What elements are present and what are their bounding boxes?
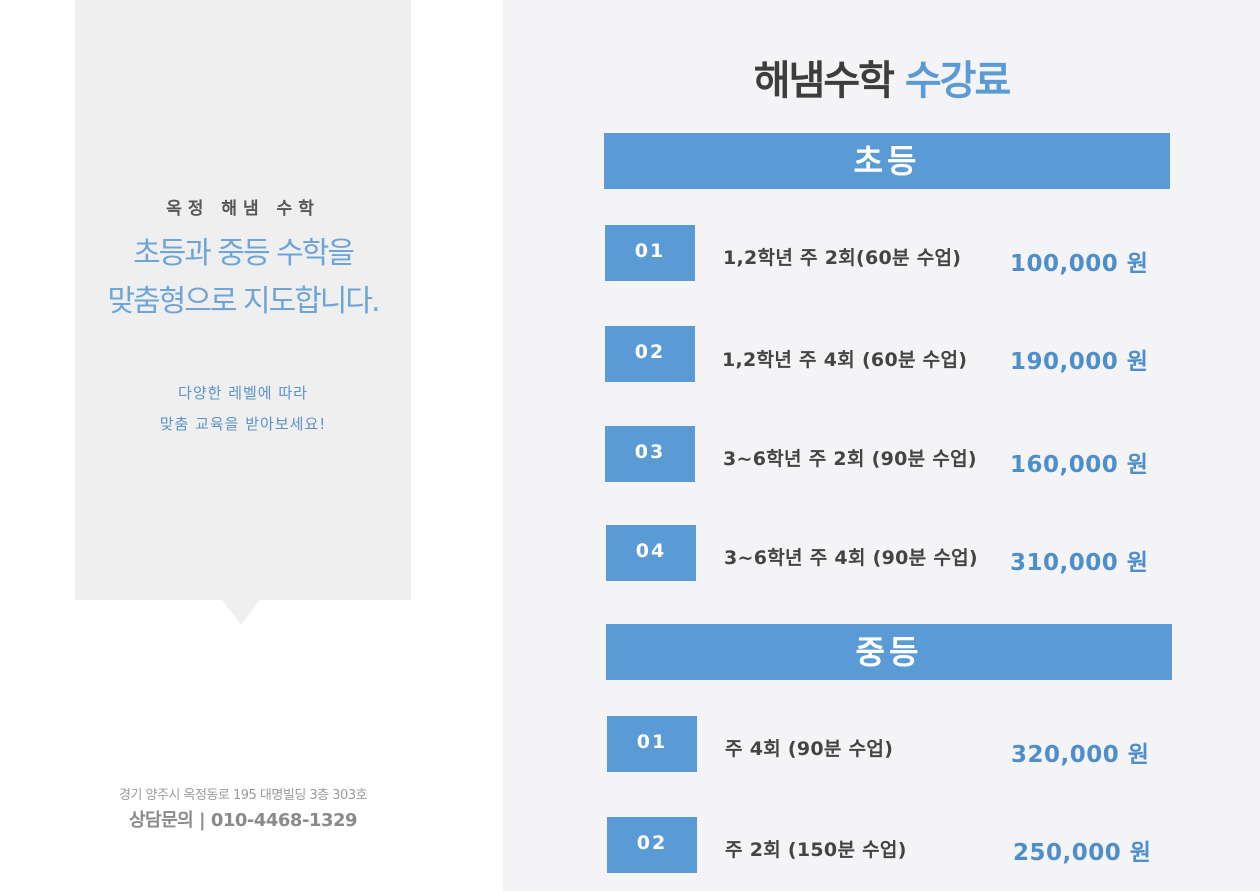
intro-card xyxy=(75,0,411,600)
elementary-item-2-desc: 1,2학년 주 4회 (60분 수업) xyxy=(722,349,968,371)
elementary-item-3-number: 03 xyxy=(605,426,695,482)
middle-item-1-number: 01 xyxy=(607,716,697,772)
title-brand: 해냄수학 xyxy=(753,58,895,104)
middle-item-1-desc: 주 4회 (90분 수업) xyxy=(725,738,894,760)
middle-item-2-number: 02 xyxy=(607,817,697,873)
academy-name: 옥정 해냄 수학 xyxy=(166,199,320,219)
headline: 초등과 중등 수학을 맞춤형으로 지도합니다. xyxy=(75,230,411,326)
elementary-item-4-desc: 3~6학년 주 4회 (90분 수업) xyxy=(724,547,978,569)
address: 경기 양주시 옥정동로 195 대명빌딩 3층 303호 xyxy=(118,788,368,803)
title-tuition: 수강료 xyxy=(904,58,1011,104)
elementary-item-3-desc: 3~6학년 주 2회 (90분 수업) xyxy=(723,448,977,470)
subtext: 다양한 레벨에 따라 맞춤 교육을 받아보세요! xyxy=(75,378,411,440)
elementary-item-2-number: 02 xyxy=(605,326,695,382)
middle-item-2-desc: 주 2회 (150분 수업) xyxy=(725,839,907,861)
subtext-line-2: 맞춤 교육을 받아보세요! xyxy=(159,415,327,433)
headline-line-2: 맞춤형으로 지도합니다. xyxy=(107,284,380,319)
elementary-header: 초등 xyxy=(604,133,1170,189)
elementary-item-2-price: 190,000 원 xyxy=(1010,349,1149,375)
elementary-item-1-price: 100,000 원 xyxy=(1010,251,1149,277)
middle-header: 중등 xyxy=(606,624,1172,680)
elementary-item-3-price: 160,000 원 xyxy=(1010,452,1149,478)
elementary-item-1-desc: 1,2학년 주 2회(60분 수업) xyxy=(723,247,962,269)
middle-item-2-price: 250,000 원 xyxy=(1013,840,1152,866)
headline-line-1: 초등과 중등 수학을 xyxy=(133,236,355,271)
subtext-line-1: 다양한 레벨에 따라 xyxy=(178,384,308,402)
elementary-item-4-price: 310,000 원 xyxy=(1010,550,1149,576)
elementary-item-1-number: 01 xyxy=(605,225,695,281)
middle-item-1-price: 320,000 원 xyxy=(1011,742,1150,768)
card-pointer xyxy=(222,600,260,625)
elementary-item-4-number: 04 xyxy=(606,525,696,581)
contact-phone: 상담문의 | 010-4468-1329 xyxy=(128,810,358,831)
page-title: 해냄수학 수강료 xyxy=(503,48,1260,106)
